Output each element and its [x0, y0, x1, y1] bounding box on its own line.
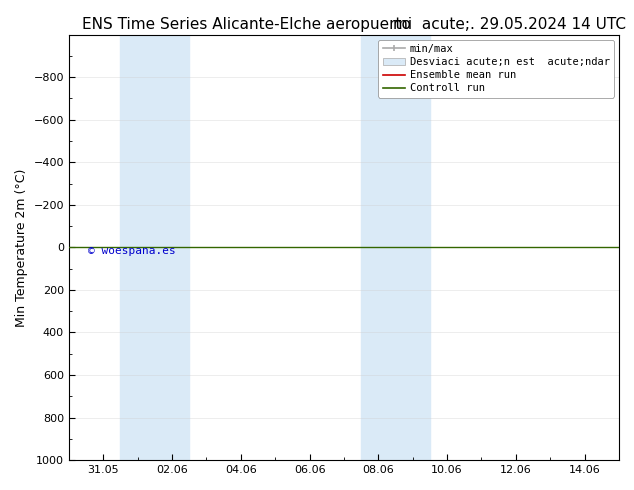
Bar: [120, 35, 189, 460]
Bar: [361, 35, 430, 460]
Legend: min/max, Desviaci acute;n est  acute;ndar, Ensemble mean run, Controll run: min/max, Desviaci acute;n est acute;ndar…: [378, 40, 614, 98]
Y-axis label: Min Temperature 2m (°C): Min Temperature 2m (°C): [15, 168, 28, 326]
Text: © woespana.es: © woespana.es: [88, 246, 176, 256]
Text: mi  acute;. 29.05.2024 14 UTC: mi acute;. 29.05.2024 14 UTC: [393, 17, 626, 32]
Text: ENS Time Series Alicante-Elche aeropuerto: ENS Time Series Alicante-Elche aeropuert…: [82, 17, 411, 32]
